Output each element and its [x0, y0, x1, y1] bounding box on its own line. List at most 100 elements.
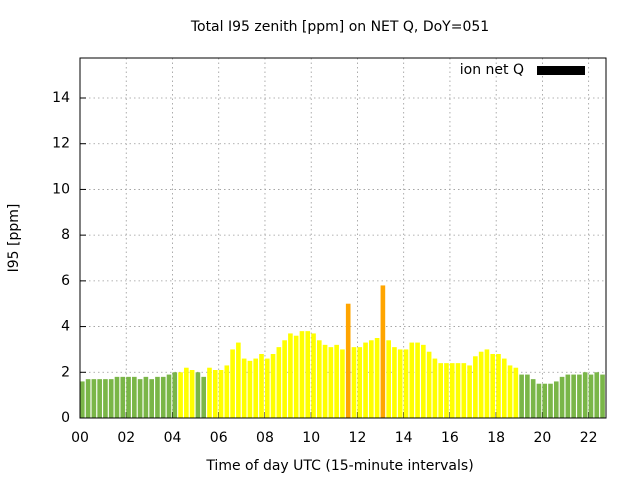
bar — [553, 381, 559, 418]
x-tick-label: 00 — [71, 430, 89, 446]
bar — [160, 376, 166, 418]
legend-label: ion net Q — [460, 62, 524, 78]
y-tick-label: 0 — [61, 410, 70, 426]
bar — [207, 367, 212, 418]
bar — [501, 358, 507, 418]
y-tick-label: 2 — [61, 364, 70, 380]
x-tick-label: 18 — [487, 430, 505, 446]
bar — [438, 363, 443, 418]
bar — [484, 349, 490, 418]
bar — [247, 360, 253, 418]
x-tick-label: 06 — [210, 430, 228, 446]
bar — [212, 370, 218, 418]
bar — [380, 285, 386, 418]
bar — [80, 381, 85, 418]
bar — [340, 349, 345, 418]
y-tick-label: 4 — [61, 319, 70, 335]
y-tick-label: 14 — [52, 90, 70, 106]
bar — [97, 379, 102, 418]
x-tick-label: 12 — [349, 430, 367, 446]
bar — [426, 351, 432, 418]
bar — [305, 331, 311, 418]
bar — [218, 370, 224, 418]
y-tick-label: 8 — [61, 227, 70, 243]
bar — [178, 372, 183, 418]
bar — [415, 342, 420, 418]
bar — [322, 344, 328, 418]
bar — [108, 379, 114, 418]
bar — [444, 363, 449, 418]
bar — [189, 370, 195, 418]
bar — [253, 358, 259, 418]
bar — [467, 365, 472, 418]
bar — [374, 338, 380, 418]
bar — [351, 347, 357, 418]
bar — [357, 347, 363, 418]
bar — [120, 376, 126, 418]
bar — [85, 379, 91, 418]
y-tick-label: 10 — [52, 181, 70, 197]
bar — [421, 344, 426, 418]
bar — [311, 333, 316, 418]
bar — [126, 376, 131, 418]
y-axis-label: I95 [ppm] — [6, 204, 22, 273]
x-tick-label: 20 — [534, 430, 552, 446]
bar — [519, 374, 524, 418]
bar — [473, 356, 478, 418]
bar — [588, 374, 594, 418]
bar — [132, 376, 137, 418]
bar — [461, 363, 467, 418]
bar — [525, 374, 530, 418]
bar — [114, 376, 120, 418]
bar — [369, 340, 374, 418]
bar — [91, 379, 97, 418]
y-tick-label: 6 — [61, 273, 70, 289]
bar — [201, 376, 207, 418]
y-tick-label: 12 — [52, 136, 70, 152]
bar — [548, 383, 553, 418]
bar — [542, 383, 548, 418]
bar — [507, 365, 513, 418]
bar — [397, 349, 403, 418]
x-tick-label: 22 — [580, 430, 598, 446]
bar — [392, 347, 397, 418]
bar — [299, 331, 305, 418]
bar — [363, 342, 368, 418]
bar — [155, 376, 160, 418]
x-tick-label: 14 — [395, 430, 413, 446]
x-tick-label: 04 — [164, 430, 182, 446]
bar — [571, 374, 576, 418]
bar — [293, 335, 299, 418]
bar — [496, 354, 501, 418]
bar — [345, 303, 351, 418]
bar — [386, 340, 391, 418]
bar — [184, 367, 189, 418]
bar — [282, 340, 287, 418]
x-tick-label: 02 — [117, 430, 135, 446]
bar — [172, 372, 178, 418]
bar — [403, 349, 409, 418]
bar — [149, 379, 154, 418]
x-tick-label: 08 — [256, 430, 274, 446]
bar — [478, 351, 484, 418]
x-tick-label: 16 — [441, 430, 459, 446]
bar — [600, 374, 605, 418]
bar — [166, 374, 172, 418]
bar — [276, 347, 282, 418]
chart-title: Total I95 zenith [ppm] on NET Q, DoY=051 — [190, 19, 489, 35]
bar — [449, 363, 455, 418]
legend-key — [537, 66, 585, 75]
bar — [230, 349, 235, 418]
bar — [565, 374, 571, 418]
bar — [536, 383, 542, 418]
bar — [334, 344, 339, 418]
bar — [259, 354, 264, 418]
bar — [224, 365, 230, 418]
bar — [195, 372, 201, 418]
bar — [530, 379, 536, 418]
x-tick-label: 10 — [302, 430, 320, 446]
bar — [409, 342, 415, 418]
bar — [288, 333, 293, 418]
bar — [316, 340, 322, 418]
